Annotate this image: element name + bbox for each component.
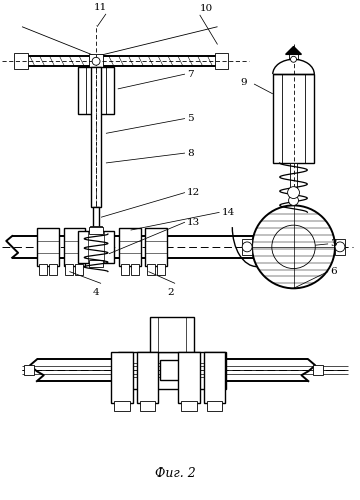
Bar xyxy=(273,74,314,163)
Bar xyxy=(78,231,114,262)
Text: 7: 7 xyxy=(187,70,194,78)
Text: 9: 9 xyxy=(240,78,247,86)
Circle shape xyxy=(92,58,100,65)
Circle shape xyxy=(288,186,300,198)
Text: 6: 6 xyxy=(330,267,337,276)
Bar xyxy=(78,67,114,114)
Bar xyxy=(118,352,226,389)
Bar xyxy=(150,317,194,352)
Bar xyxy=(14,54,28,69)
Bar xyxy=(111,352,132,403)
Bar xyxy=(66,264,73,276)
Bar xyxy=(119,228,140,266)
Bar xyxy=(215,54,228,69)
Text: 2: 2 xyxy=(167,288,174,298)
Bar xyxy=(49,264,57,276)
Bar xyxy=(63,228,85,266)
Bar xyxy=(91,67,101,208)
Circle shape xyxy=(291,56,297,62)
Bar xyxy=(181,401,197,410)
Bar xyxy=(148,264,155,276)
Text: Фиг. 2: Фиг. 2 xyxy=(155,468,195,480)
Bar xyxy=(89,260,103,266)
Bar xyxy=(121,264,129,276)
Bar xyxy=(335,239,345,255)
Circle shape xyxy=(242,242,252,252)
Circle shape xyxy=(289,196,298,205)
Circle shape xyxy=(252,206,335,288)
Text: 12: 12 xyxy=(187,188,200,197)
Bar xyxy=(39,264,47,276)
Bar xyxy=(157,264,165,276)
Text: 3: 3 xyxy=(330,240,337,248)
Bar xyxy=(114,401,130,410)
Bar xyxy=(136,352,158,403)
Text: 8: 8 xyxy=(187,148,194,158)
Bar xyxy=(90,226,102,234)
Text: 10: 10 xyxy=(200,4,213,13)
Text: 11: 11 xyxy=(93,3,107,12)
Bar xyxy=(93,208,99,232)
Bar xyxy=(140,401,155,410)
Bar xyxy=(289,163,297,192)
Bar xyxy=(242,239,252,255)
Bar xyxy=(131,264,139,276)
Bar xyxy=(204,352,225,403)
Bar xyxy=(89,54,103,68)
Circle shape xyxy=(272,225,315,268)
Bar xyxy=(313,366,323,375)
Bar xyxy=(37,228,59,266)
Text: 13: 13 xyxy=(187,218,200,226)
Text: 4: 4 xyxy=(93,288,99,298)
Bar xyxy=(178,352,200,403)
Bar xyxy=(145,228,167,266)
Circle shape xyxy=(335,242,345,252)
Bar xyxy=(160,360,184,380)
Polygon shape xyxy=(285,46,301,54)
Bar xyxy=(89,227,103,234)
Text: 5: 5 xyxy=(187,114,194,123)
Text: 14: 14 xyxy=(221,208,235,217)
Bar xyxy=(207,401,222,410)
Bar xyxy=(24,366,34,375)
Bar xyxy=(75,264,83,276)
